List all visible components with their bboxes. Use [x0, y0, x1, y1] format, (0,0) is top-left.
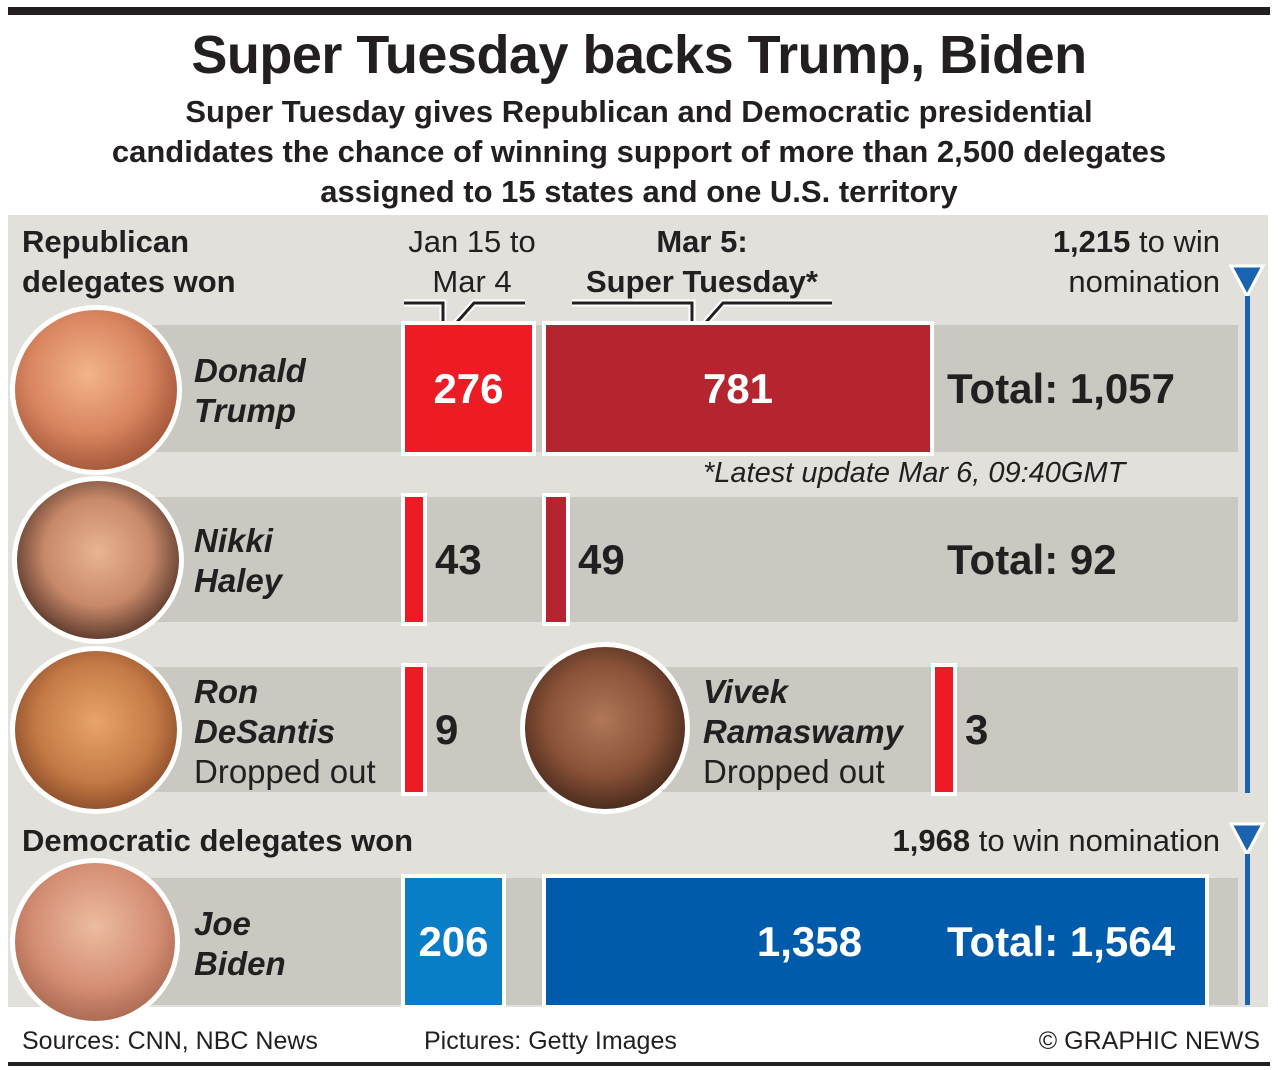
col1-header-line: Jan 15 to: [408, 224, 536, 259]
bar-early-desantis: [401, 663, 427, 796]
photo-desantis: [10, 646, 182, 814]
graphic-news-credit: © GRAPHIC NEWS: [1038, 1027, 1260, 1055]
chart-subtitle: Super Tuesday gives Republican and Democ…: [0, 92, 1278, 212]
first-name: Ron: [194, 673, 259, 710]
value-super-trump: 781: [702, 364, 774, 412]
threshold-text: to win nomination: [970, 823, 1220, 858]
col2-header: Mar 5: Super Tuesday*: [560, 222, 844, 302]
candidate-name-trump: Donald Trump: [194, 351, 306, 431]
candidate-name-ramaswamy: Vivek Ramaswamy Dropped out: [703, 672, 903, 792]
bar-super-haley: [542, 493, 570, 626]
republican-threshold-number: 1,215: [1052, 224, 1131, 259]
first-name: Nikki: [194, 522, 273, 559]
status-dropped-out: Dropped out: [194, 753, 376, 790]
update-footnote: *Latest update Mar 6, 09:40GMT: [703, 457, 1126, 489]
photo-trump: [10, 305, 182, 475]
first-name: Vivek: [703, 673, 789, 710]
value-early-desantis: 9: [435, 705, 459, 753]
sources-credit: Sources: CNN, NBC News: [22, 1027, 318, 1055]
threshold-text: nomination: [1068, 264, 1220, 299]
pictures-credit: Pictures: Getty Images: [424, 1027, 677, 1055]
republican-threshold-line: [1245, 296, 1250, 793]
bar-early-ramaswamy: [931, 663, 957, 796]
last-name: Ramaswamy: [703, 713, 903, 750]
status-dropped-out: Dropped out: [703, 753, 885, 790]
col2-header-line: Mar 5:: [656, 224, 748, 259]
republican-heading-line: Republican: [22, 224, 190, 259]
value-early-trump: 276: [433, 364, 504, 412]
chart-title: Super Tuesday backs Trump, Biden: [191, 25, 1087, 85]
photo-haley: [12, 476, 184, 644]
col1-header-line: Mar 4: [432, 264, 512, 299]
total-haley: Total: 92: [947, 535, 1117, 583]
top-rule: [8, 7, 1270, 15]
bar-early-trump: [401, 321, 536, 456]
value-early-biden: 206: [418, 917, 489, 965]
democratic-heading: Democratic delegates won: [22, 823, 414, 858]
last-name: Biden: [194, 945, 286, 982]
candidate-name-desantis: Ron DeSantis Dropped out: [194, 672, 376, 792]
value-early-ramaswamy: 3: [965, 705, 989, 753]
democratic-threshold-label: 1,968 to win nomination: [760, 821, 1220, 861]
subtitle-line: Super Tuesday gives Republican and Democ…: [185, 94, 1093, 129]
bar-early-haley: [401, 493, 427, 626]
last-name: Haley: [194, 562, 283, 599]
subtitle-line: assigned to 15 states and one U.S. terri…: [320, 174, 958, 209]
last-name: DeSantis: [194, 713, 336, 750]
photo-ramaswamy: [520, 642, 690, 814]
threshold-text: to win: [1130, 224, 1220, 259]
value-super-biden: 1,358: [756, 917, 862, 965]
first-name: Donald: [194, 352, 306, 389]
candidate-name-biden: Joe Biden: [194, 904, 286, 984]
bar-super-trump: [542, 321, 934, 456]
republican-heading: Republican delegates won: [22, 222, 236, 302]
col2-header-line: Super Tuesday*: [585, 264, 818, 299]
candidate-name-haley: Nikki Haley: [194, 521, 282, 601]
value-super-haley: 49: [578, 535, 625, 583]
total-biden: Total: 1,564: [947, 917, 1175, 965]
democratic-threshold-marker-icon: [1228, 822, 1266, 858]
subtitle-line: candidates the chance of winning support…: [111, 134, 1167, 169]
bar-early-biden: [401, 874, 506, 1009]
bottom-rule: [8, 1062, 1270, 1066]
republican-threshold-marker-icon: [1228, 264, 1266, 300]
last-name: Trump: [194, 392, 297, 429]
first-name: Joe: [194, 905, 251, 942]
photo-biden: [10, 858, 180, 1026]
total-trump: Total: 1,057: [947, 364, 1175, 412]
value-early-haley: 43: [435, 535, 482, 583]
bar-super-biden: [542, 874, 1209, 1009]
democratic-threshold-line: [1245, 854, 1250, 1005]
democratic-threshold-number: 1,968: [892, 823, 971, 858]
republican-threshold-label: 1,215 to win nomination: [960, 222, 1220, 302]
row-band-haley: [100, 497, 1238, 622]
col1-header: Jan 15 to Mar 4: [380, 222, 564, 302]
republican-heading-line: delegates won: [22, 264, 236, 299]
